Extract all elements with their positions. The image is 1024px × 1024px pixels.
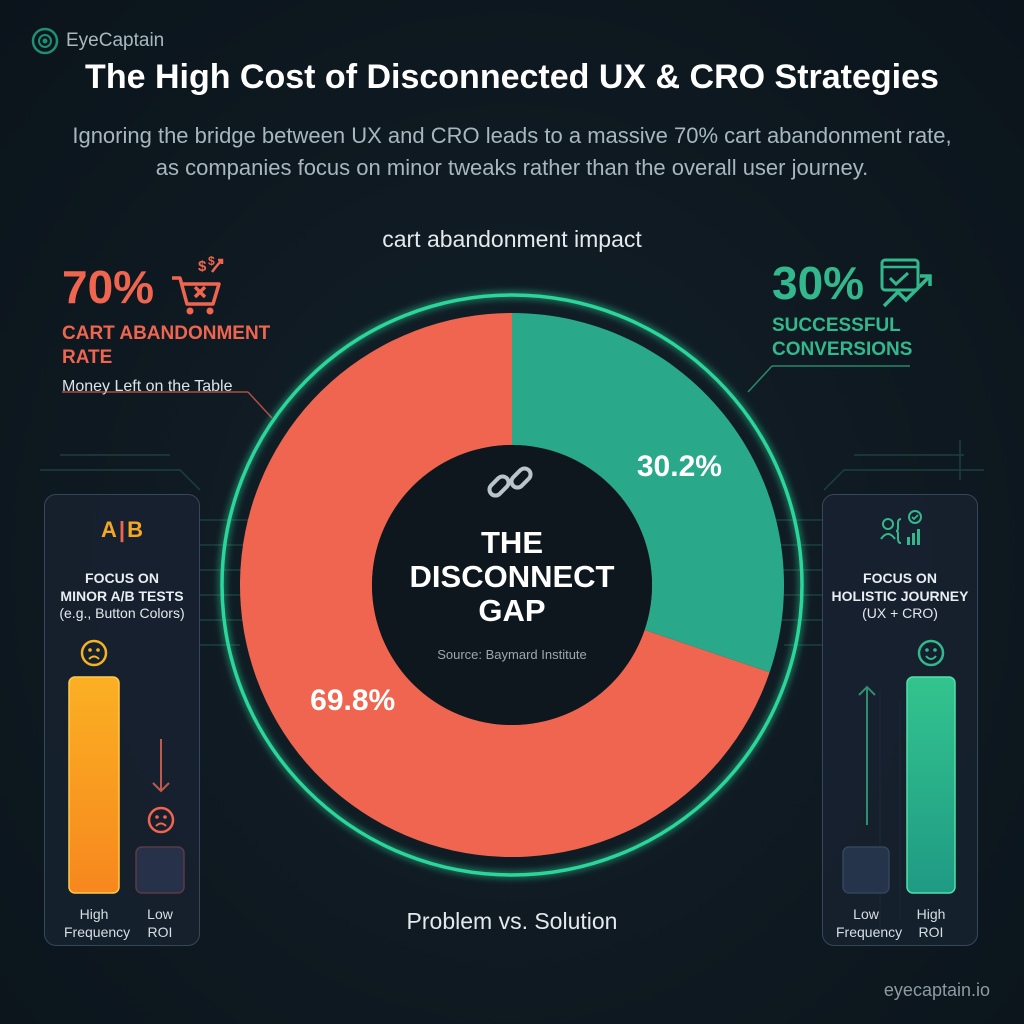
happy-face-icon (917, 639, 945, 667)
ab-test-icon: A|B (101, 517, 143, 542)
right-panel: FOCUS ON HOLISTIC JOURNEY (UX + CRO) Low… (822, 494, 978, 946)
chart-title: cart abandonment impact (382, 226, 642, 252)
center-title-line2: DISCONNECT (409, 559, 615, 594)
right-stat-label-line1: SUCCESSFUL (772, 315, 901, 336)
brand-logo: EyeCaptain (30, 26, 164, 56)
left-stat-label-line1: CART ABANDONMENT (62, 323, 271, 344)
left-stat-sub: Money Left on the Table (62, 378, 233, 395)
right-panel-title-line1: FOCUS ON (863, 570, 937, 586)
page-subtitle: Ignoring the bridge between UX and CRO l… (72, 123, 952, 180)
slice-cart-abandonment (239, 313, 770, 857)
brand-name: EyeCaptain (66, 30, 165, 51)
svg-text:$: $ (208, 256, 215, 268)
right-stat: 30% SUCCESSFUL CONVERSIONS (772, 256, 936, 362)
right-stat-value: 30% (772, 257, 865, 309)
high-roi-bar (906, 676, 956, 894)
page-title: The High Cost of Disconnected UX & CRO S… (85, 58, 939, 96)
low-frequency-bar (842, 846, 890, 894)
donut-hole (372, 445, 652, 725)
left-panel-graphics (68, 639, 185, 894)
left-stat: 70% $ $ CART ABANDONMENT RATE Money Left… (62, 256, 270, 396)
broken-link-icon (487, 466, 533, 498)
left-stat-value: 70% (62, 261, 155, 313)
left-bar1-label: High Frequency (64, 906, 131, 940)
right-panel-sub: (UX + CRO) (862, 605, 938, 621)
center-title: THE DISCONNECT GAP (392, 526, 632, 628)
slice-successful-conversions-label: 30.2% (637, 450, 722, 483)
low-roi-bar (135, 846, 185, 894)
logo-eye-icon (31, 27, 59, 55)
right-bar1-label: Low Frequency (836, 906, 903, 940)
conversion-growth-icon (880, 258, 932, 308)
user-journey-icon (880, 510, 922, 545)
left-panel-sub: (e.g., Button Colors) (59, 605, 185, 621)
center-title-line3: GAP (478, 593, 546, 628)
arrow-up-icon (858, 685, 876, 825)
outer-ring (220, 293, 804, 877)
left-panel-title-line1: FOCUS ON (85, 570, 159, 586)
left-stat-label-line2: RATE (62, 347, 113, 368)
left-bar2-label: Low ROI (147, 906, 173, 940)
center-title-line1: THE (481, 525, 543, 560)
right-stat-label-line2: CONVERSIONS (772, 339, 913, 360)
right-panel-title-line2: HOLISTIC JOURNEY (831, 588, 969, 604)
source-note: Source: Baymard Institute (437, 647, 587, 662)
right-panel-graphics (842, 639, 956, 894)
site-url: eyecaptain.io (883, 980, 990, 1000)
right-bar2-label: High ROI (916, 906, 946, 940)
slice-cart-abandonment-label: 69.8% (310, 684, 395, 717)
left-panel: A|B FOCUS ON MINOR A/B TESTS (e.g., Butt… (44, 494, 200, 946)
arrow-down-icon (152, 739, 170, 793)
svg-text:$: $ (198, 258, 207, 275)
sad-face-icon (147, 806, 175, 834)
slice-successful-conversions (512, 313, 784, 673)
shopping-cart-icon: $ $ (172, 256, 224, 315)
high-frequency-bar (68, 676, 120, 894)
sad-face-icon (80, 639, 108, 667)
bottom-caption: Problem vs. Solution (406, 908, 618, 934)
left-panel-title-line2: MINOR A/B TESTS (60, 588, 184, 604)
